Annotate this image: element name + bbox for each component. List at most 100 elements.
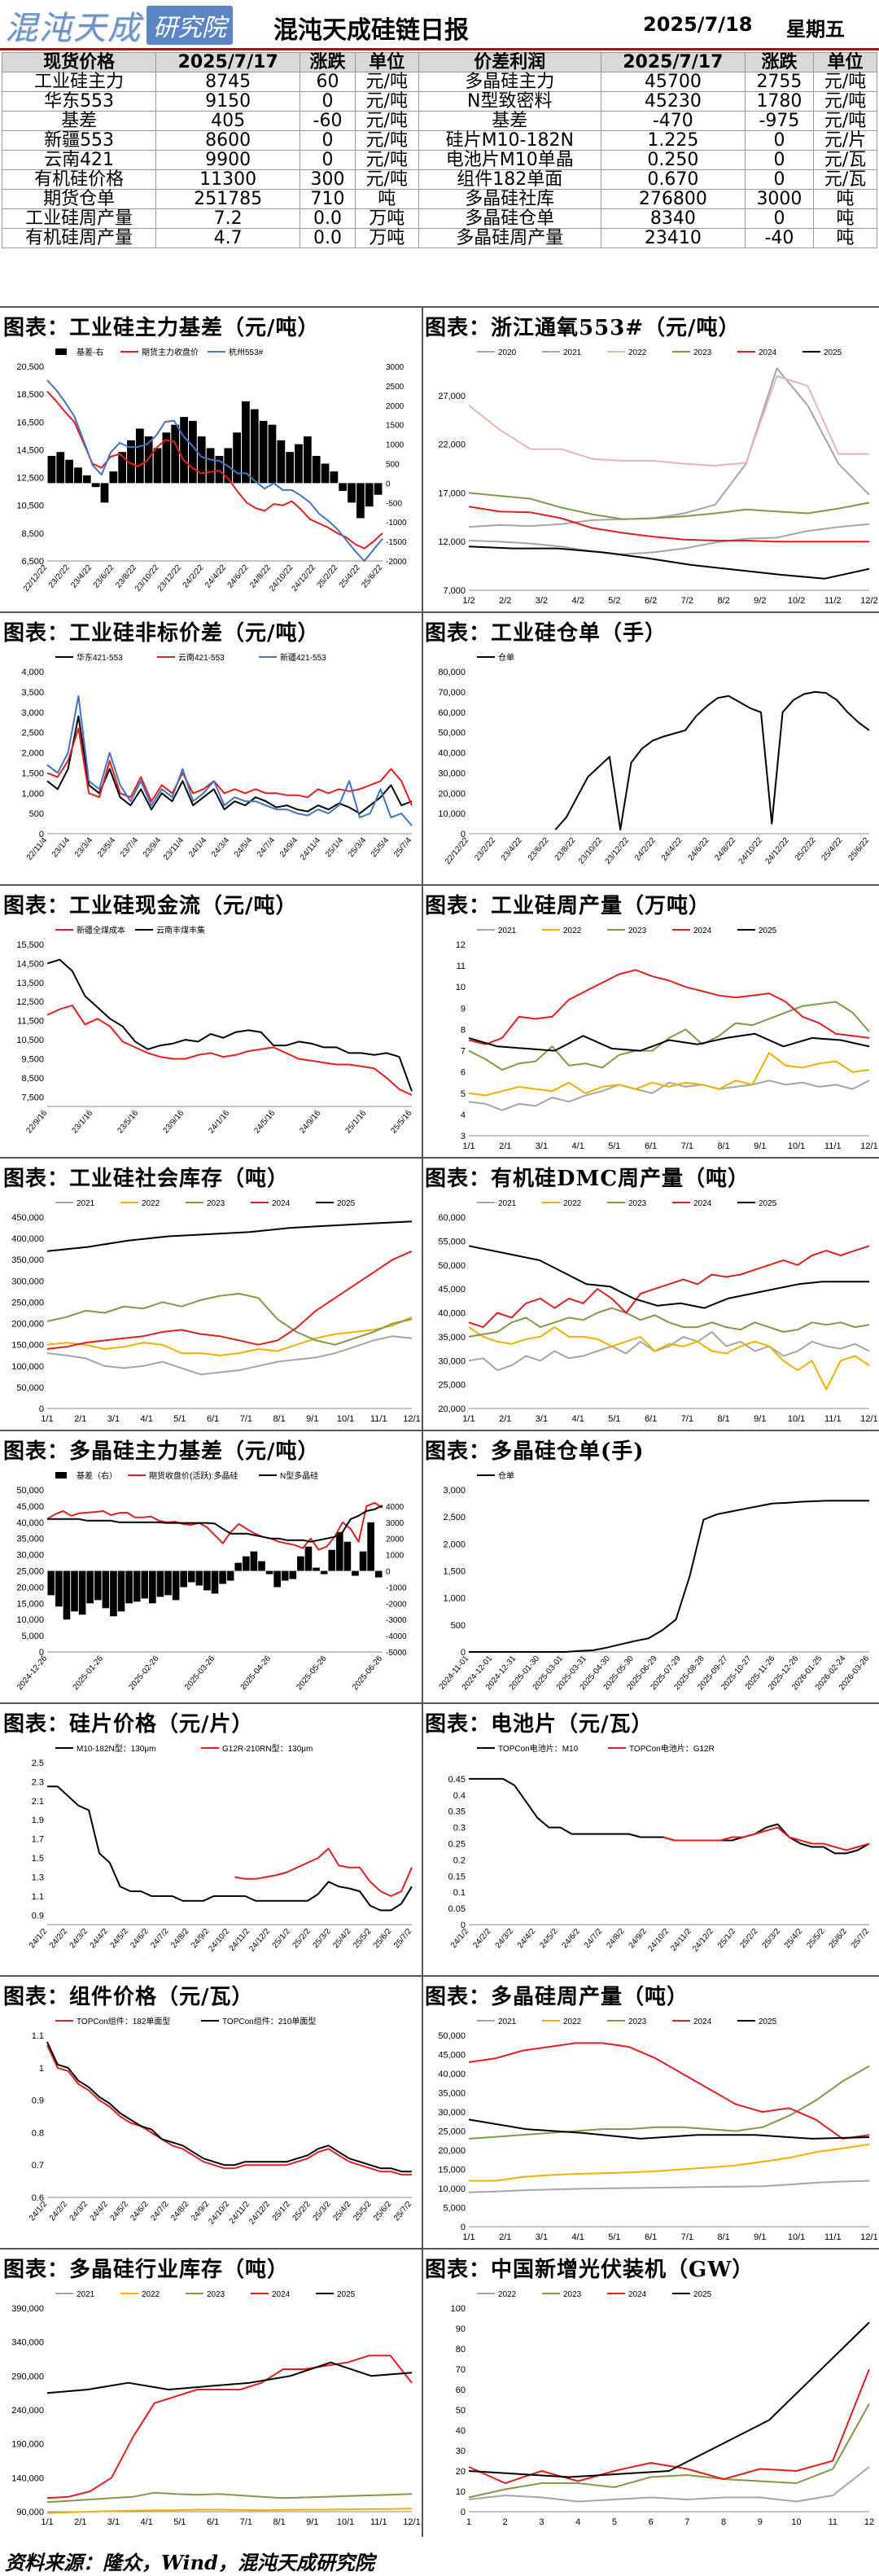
x-tick-label: 23/6/22	[92, 563, 116, 590]
table-cell: 元/片	[813, 130, 877, 151]
x-tick-label: 25/5/2	[352, 1927, 374, 1951]
bar-mark	[281, 1571, 289, 1581]
legend-item: 杭州553#	[208, 347, 264, 357]
y-tick-label: 30,000	[438, 2108, 466, 2118]
table-cell: 新疆553	[1, 130, 157, 151]
x-tick-label: 23/9/4	[142, 836, 164, 860]
series-line	[469, 1500, 869, 1653]
x-tick-label: 23/12/22	[156, 563, 184, 594]
series-line	[468, 1001, 870, 1071]
y-tick-label: 30,000	[438, 1356, 466, 1366]
x-tick-label: 8/1	[717, 1141, 729, 1151]
x-tick-label: 7/1	[240, 2517, 252, 2527]
y-tick-label: 240,000	[11, 2406, 44, 2416]
x-tick-label: 1/1	[462, 2232, 474, 2242]
series-line	[46, 1316, 413, 1356]
y-tick-label: 450,000	[11, 1213, 44, 1223]
x-tick-label: 1/1	[462, 1141, 474, 1151]
x-tick-label: 11/2	[824, 596, 842, 606]
legend-label: 2025	[759, 927, 777, 935]
x-tick-label: 24/8/2	[169, 2200, 191, 2223]
legend-item: 2022	[477, 2290, 517, 2299]
y-tick-label: 12,500	[16, 997, 44, 1007]
bar-mark	[109, 471, 118, 484]
table-row: 基差 405 -60 元/吨 基差 -470 -975 元/吨	[1, 111, 877, 131]
legend-label: 新疆全煤成本	[77, 925, 125, 935]
x-tick-label: 4/1	[141, 2517, 153, 2527]
bar-mark	[56, 452, 65, 484]
table-cell: -40	[744, 228, 815, 248]
legend-label: 2023	[628, 927, 647, 935]
series-line	[46, 2355, 413, 2499]
y-tick-label: 200,000	[11, 1320, 44, 1330]
legend-label: 2023	[207, 1199, 225, 1208]
legend-label: TOPCon电池片：M10	[498, 1743, 579, 1754]
x-tick-label: 24/6/22	[226, 563, 251, 590]
legend-label: 杭州553#	[229, 347, 264, 357]
bar-mark	[195, 1571, 203, 1586]
table-cell: 9150	[155, 91, 301, 112]
x-tick-label: 25/5/4	[370, 836, 391, 860]
x-tick-label: 12	[864, 2517, 874, 2527]
x-tick-label: 24/7/2	[149, 1927, 171, 1951]
x-tick-label: 6/2	[645, 596, 657, 606]
bar-mark	[356, 483, 365, 519]
chart-c14: 2021 2022 2023 2024 2025 0 5,000 10,000 15,000 20…	[438, 2017, 877, 2242]
legend-label: 2025	[824, 348, 842, 357]
bar-mark	[172, 1571, 180, 1601]
x-tick-label: 3/1	[536, 1141, 548, 1151]
x-tick-label: 24/10/2	[207, 2200, 231, 2227]
y-tick-label: 14,500	[16, 959, 44, 969]
x-tick-label: 2/1	[499, 1414, 511, 1424]
table-cell: -470	[600, 111, 746, 131]
table-cell: 60	[300, 72, 356, 92]
x-tick-label: 5/1	[608, 2232, 620, 2242]
y-tick-label: 0	[39, 1404, 44, 1414]
series-line	[46, 2361, 413, 2394]
y-tick-label: 35,000	[438, 2089, 466, 2099]
bar-mark	[312, 455, 321, 484]
x-tick-label: 24/11/2	[669, 1927, 693, 1953]
x-tick-label: 25/7/2	[850, 1927, 872, 1951]
y-tick-label: 20,000	[438, 2146, 466, 2156]
table-cell: 有机硅周产量	[1, 228, 157, 248]
y2-tick-label: 2000	[386, 1536, 405, 1544]
series-line	[468, 1326, 870, 1391]
x-tick-label: 3/1	[536, 1414, 548, 1424]
y-tick-label: 8,500	[21, 1074, 44, 1084]
legend-item: 2024	[607, 2290, 647, 2299]
y2-tick-label: -2000	[386, 558, 407, 567]
y-tick-label: 10,000	[438, 2184, 466, 2194]
legend-label: TOPCon组件：182单面型	[77, 2016, 170, 2026]
y-tick-label: 15,500	[16, 940, 44, 950]
legend-item: 2022	[120, 2290, 160, 2299]
table-cell: 7.2	[155, 208, 301, 229]
series-line	[47, 1785, 413, 1912]
y2-tick-label: -4000	[386, 1632, 407, 1641]
table-cell: 8600	[155, 130, 301, 151]
bar-mark	[374, 483, 383, 495]
x-tick-label: 2025-04-26	[239, 1654, 273, 1693]
y-tick-label: 0	[39, 830, 44, 839]
y-tick-label: 27,000	[438, 392, 466, 401]
divider	[0, 611, 879, 613]
x-tick-label: 5/1	[173, 1414, 186, 1424]
x-tick-label: 24/4/2	[516, 1927, 538, 1951]
bar-mark	[82, 475, 91, 484]
y-tick-label: 2,500	[443, 1513, 466, 1522]
table-cell: 0	[744, 169, 815, 190]
table-row: 期货仓单 251785 710 吨多晶硅社库 276800 3000 吨	[1, 189, 877, 209]
x-tick-label: 25/5/16	[389, 1109, 413, 1136]
x-tick-label: 3	[539, 2517, 544, 2527]
table-cell: 工业硅周产量	[1, 208, 157, 229]
x-tick-label: 6/1	[207, 1414, 219, 1424]
chart-section-title: 图表：组件价格（元/瓦）	[3, 1985, 254, 2009]
table-header-cell: 单位	[813, 52, 877, 72]
y-tick-label: 390,000	[11, 2304, 44, 2314]
bar-mark	[335, 1531, 343, 1571]
y-tick-label: 40,000	[438, 1309, 466, 1319]
table-cell: 45700	[600, 72, 746, 92]
x-tick-label: 24/7/4	[256, 836, 278, 860]
y-tick-label: 1.1	[32, 1892, 44, 1902]
table-cell: 23410	[600, 228, 746, 248]
